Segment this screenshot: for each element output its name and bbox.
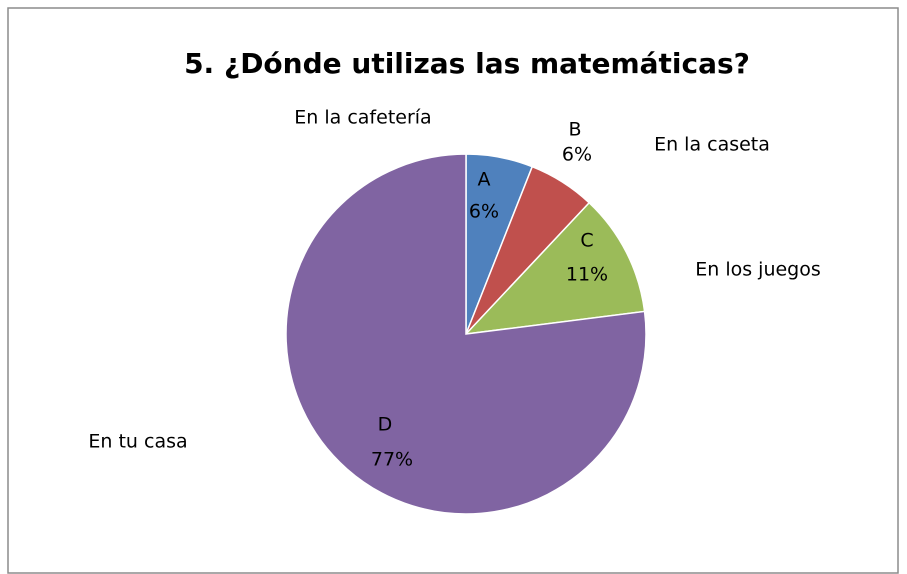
slice-value-label: 6% [469,201,499,223]
pie-slice [285,153,647,515]
slice-value-label: 11% [566,264,608,286]
slice-category-label: C [580,230,593,252]
slice-value-label: 77% [371,449,413,471]
slice-category-label: D [378,414,393,436]
slice-category-label: A [478,169,491,191]
slice-value-label: 6% [562,144,592,166]
slice-category-label: B [568,119,581,141]
slice-annotation: En la cafetería [294,107,431,129]
slice-annotation: En los juegos [695,259,821,281]
pie-slice [464,201,646,336]
chart-title: 5. ¿Dónde utilizas las matemáticas? [184,47,750,80]
slice-annotation: En la caseta [654,134,770,156]
slice-annotation: En tu casa [88,431,187,453]
